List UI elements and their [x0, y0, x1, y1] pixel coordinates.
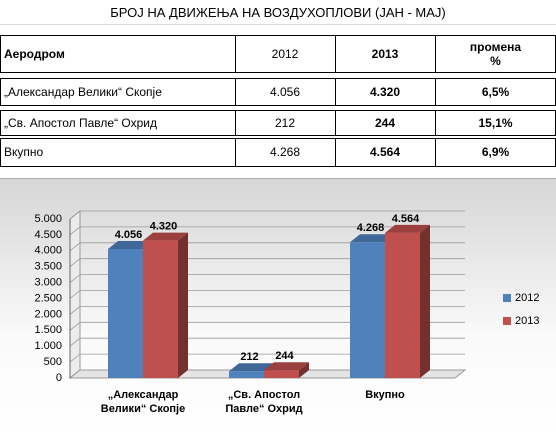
legend-swatch [503, 317, 511, 325]
data-label: 4.056 [115, 229, 143, 241]
table-border [0, 138, 556, 139]
table-border [0, 110, 556, 111]
grid-line [69, 290, 465, 299]
table-border [335, 110, 336, 135]
table-border [235, 138, 236, 166]
grid-line [69, 306, 465, 315]
grid-line [69, 321, 465, 331]
table-border [435, 110, 436, 135]
table-border [435, 78, 436, 105]
table-title: БРОЈ НА ДВИЖЕЊА НА ВОЗДУХОПЛОВИ (ЈАН - М… [110, 4, 446, 20]
x-tick-label: „Александар Велики“ Скопје [100, 389, 186, 415]
grid-line [69, 274, 465, 283]
table-border [0, 135, 556, 136]
legend-swatch [503, 294, 511, 302]
table-cell: 6,5% [481, 84, 510, 99]
table-border [0, 105, 556, 106]
y-tick-label: 5.000 [34, 213, 62, 225]
sheet-gridline [0, 24, 556, 25]
table-border [0, 138, 1, 166]
bar-top [264, 362, 309, 371]
x-tick-label: „Св. Апостол Павле“ Охрид [225, 389, 303, 415]
y-tick-label: 500 [44, 356, 62, 368]
table-cell: 4.056 [269, 84, 301, 99]
bar-side [178, 232, 188, 378]
x-tick-label: Вкупно [365, 389, 405, 401]
table-border [0, 78, 1, 105]
grid-line [69, 353, 465, 363]
table-border [235, 35, 236, 72]
table-cell: 244 [374, 115, 396, 130]
bar [385, 232, 420, 378]
header-cell: промена % [469, 39, 522, 68]
grid-line [69, 242, 465, 252]
table-border [235, 78, 236, 105]
chart-area: 0 500 1.000 1.500 2.000 2.500 3.000 3.500 4.000 4… [0, 178, 556, 440]
bar [264, 370, 299, 378]
bar [108, 249, 143, 378]
y-tick-label: 3.500 [34, 261, 62, 273]
table-border [0, 110, 1, 135]
bar-top [229, 363, 274, 372]
grid-line [69, 337, 465, 347]
table-cell: 4.564 [369, 145, 401, 159]
y-tick-label: 1.500 [34, 324, 62, 336]
table-border [0, 35, 1, 72]
table-border [335, 35, 336, 72]
table-cell: „Св. Апостол Павле“ Охрид [4, 115, 157, 130]
bar [229, 371, 264, 378]
y-tick-label: 4.000 [34, 245, 62, 257]
bar-top [108, 241, 153, 250]
data-label: 244 [275, 350, 294, 362]
grid-line [69, 210, 465, 220]
table-border [435, 35, 436, 72]
y-tick-label: 2.500 [34, 292, 62, 304]
grid-line [69, 369, 465, 379]
header-cell: 2012 [271, 46, 299, 61]
bar-top [143, 232, 188, 241]
data-label: 212 [240, 351, 258, 363]
table-cell: 4.268 [269, 145, 301, 159]
y-tick-label: 1.000 [34, 340, 62, 352]
table-cell: „Александар Велики“ Скопје [4, 84, 162, 99]
bar-side [299, 362, 309, 378]
bar-side [420, 224, 430, 378]
legend-label: 2013 [515, 315, 539, 327]
table-cell: Вкупно [4, 145, 44, 159]
data-label: 4.320 [150, 221, 178, 233]
table-cell: 212 [274, 115, 296, 130]
header-cell: 2013 [371, 46, 399, 61]
bar-top [350, 234, 395, 243]
table-cell: 15,1% [478, 115, 513, 130]
table-border [435, 138, 436, 166]
table-cell: 4.320 [369, 84, 401, 99]
grid-line [69, 258, 465, 268]
header-cell: Аеродром [4, 46, 65, 61]
bar [350, 242, 385, 378]
table-border [0, 72, 556, 73]
data-label: 4.564 [392, 213, 420, 225]
chart: 0 500 1.000 1.500 2.000 2.500 3.000 3.500 4.000 4… [34, 209, 539, 384]
y-tick-label: 4.500 [34, 229, 62, 241]
y-tick-label: 2.000 [34, 308, 62, 320]
data-label: 4.268 [357, 222, 385, 234]
bar-top [385, 224, 430, 233]
table-border [0, 166, 556, 167]
grid-line [69, 226, 465, 236]
bar [143, 240, 178, 378]
legend-label: 2012 [515, 292, 539, 304]
table-border [335, 78, 336, 105]
table-border [335, 138, 336, 166]
y-tick-label: 0 [56, 372, 62, 384]
table-cell: 6,9% [481, 145, 510, 159]
table-border [0, 78, 556, 79]
table-border [0, 35, 556, 36]
y-tick-label: 3.000 [34, 277, 62, 289]
table-border [235, 110, 236, 135]
